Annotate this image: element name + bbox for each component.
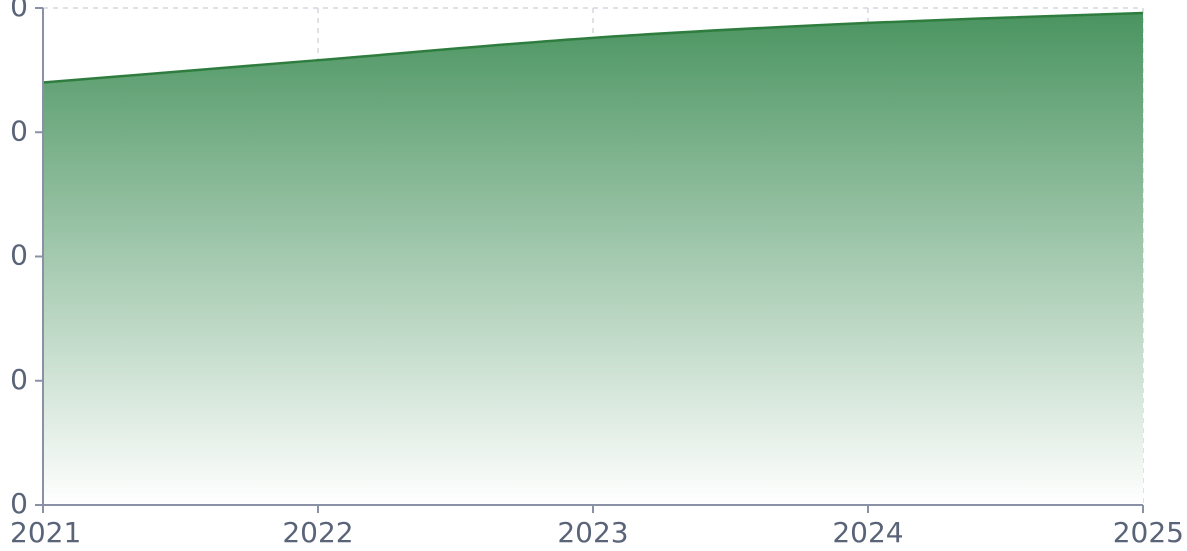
y-tick-label: 0 (10, 114, 28, 147)
x-tick-label: 2023 (557, 516, 628, 549)
y-tick-label: 0 (10, 0, 28, 23)
x-tick-label: 2024 (832, 516, 903, 549)
x-tick-label: 2022 (282, 516, 353, 549)
x-tick-label: 2025 (1113, 516, 1184, 549)
series-line (42, 11, 1144, 84)
y-tick-label: 0 (10, 487, 28, 520)
area-series (42, 11, 1144, 505)
area-fill (43, 12, 1143, 505)
y-tick-label: 0 (10, 363, 28, 396)
x-tick-label: 2021 (10, 516, 81, 549)
y-tick-label: 0 (10, 239, 28, 272)
axes (35, 7, 1144, 513)
